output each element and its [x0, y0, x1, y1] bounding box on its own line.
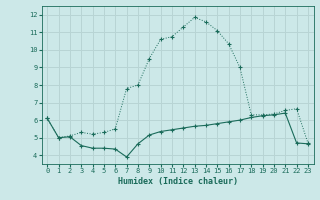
X-axis label: Humidex (Indice chaleur): Humidex (Indice chaleur) [118, 177, 237, 186]
